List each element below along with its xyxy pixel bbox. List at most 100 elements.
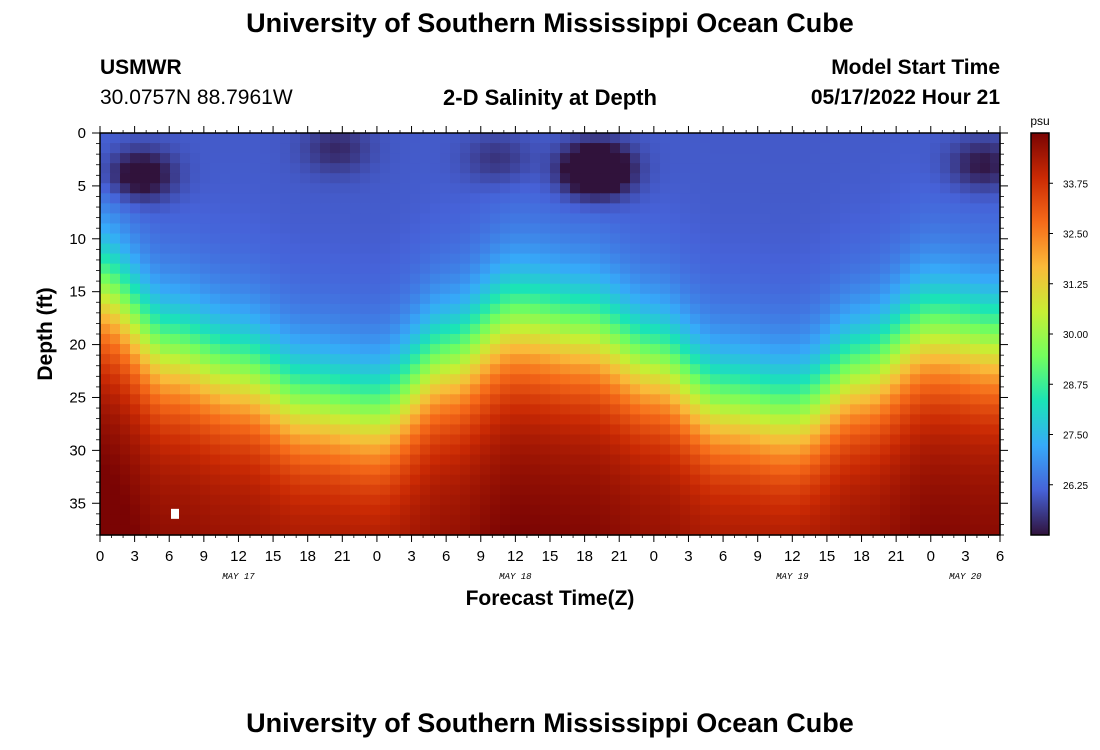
heatmap-cell xyxy=(970,414,981,426)
heatmap-cell xyxy=(700,223,711,235)
heatmap-cell xyxy=(990,504,1001,516)
heatmap-cell xyxy=(760,163,771,174)
heatmap-cell xyxy=(610,444,621,456)
heatmap-cell xyxy=(310,434,321,446)
heatmap-cell xyxy=(720,524,731,536)
heatmap-cell xyxy=(900,263,911,275)
heatmap-cell xyxy=(480,454,491,466)
heatmap-cell xyxy=(740,464,751,476)
heatmap-cell xyxy=(610,504,621,516)
heatmap-cell xyxy=(240,143,251,154)
heatmap-cell xyxy=(250,263,261,275)
heatmap-cell xyxy=(260,354,271,365)
heatmap-cell xyxy=(790,494,801,506)
heatmap-cell xyxy=(510,474,521,486)
heatmap-cell xyxy=(830,143,841,154)
heatmap-cell xyxy=(430,524,441,536)
heatmap-cell xyxy=(490,524,501,536)
heatmap-cell xyxy=(610,514,621,526)
heatmap-cell xyxy=(600,163,611,174)
heatmap-cell xyxy=(220,213,231,225)
heatmap-cell xyxy=(850,374,861,385)
heatmap-cell xyxy=(120,404,131,415)
heatmap-cell xyxy=(500,384,511,395)
heatmap-cell xyxy=(600,444,611,456)
heatmap-cell xyxy=(340,514,351,526)
heatmap-cell xyxy=(470,454,481,466)
heatmap-cell xyxy=(230,474,241,486)
heatmap-cell xyxy=(750,253,761,265)
heatmap-cell xyxy=(520,454,531,466)
heatmap-cell xyxy=(630,313,641,325)
colorbar-tick-label: 26.25 xyxy=(1063,481,1088,492)
heatmap-cell xyxy=(680,173,691,184)
heatmap-cell xyxy=(350,173,361,184)
heatmap-cell xyxy=(910,414,921,426)
heatmap-cell xyxy=(350,153,361,164)
heatmap-cell xyxy=(660,153,671,164)
heatmap-cell xyxy=(600,313,611,325)
heatmap-cell xyxy=(490,514,501,526)
heatmap-cell xyxy=(420,464,431,476)
heatmap-cell xyxy=(810,233,821,245)
heatmap-cell xyxy=(350,514,361,526)
heatmap-cell xyxy=(970,404,981,415)
heatmap-cell xyxy=(400,454,411,466)
heatmap-cell xyxy=(580,384,591,395)
heatmap-cell xyxy=(400,213,411,225)
heatmap-cell xyxy=(480,273,491,285)
heatmap-cell xyxy=(390,133,401,144)
heatmap-cell xyxy=(870,253,881,265)
heatmap-cell xyxy=(440,293,451,305)
heatmap-cell xyxy=(320,394,331,405)
heatmap-cell xyxy=(290,193,301,204)
heatmap-cell xyxy=(350,394,361,405)
heatmap-cell xyxy=(890,193,901,204)
heatmap-cell xyxy=(560,193,571,204)
heatmap-cell xyxy=(840,334,851,345)
heatmap-cell xyxy=(330,384,341,395)
heatmap-cell xyxy=(870,153,881,164)
heatmap-cell xyxy=(190,394,201,405)
heatmap-cell xyxy=(380,334,391,345)
heatmap-cell xyxy=(890,263,901,275)
heatmap-cell xyxy=(900,283,911,295)
heatmap-cell xyxy=(980,153,991,164)
heatmap-cell xyxy=(310,213,321,225)
heatmap-cell xyxy=(860,133,871,144)
heatmap-cell xyxy=(560,524,571,536)
heatmap-cell xyxy=(650,334,661,345)
heatmap-cell xyxy=(110,233,121,245)
heatmap-cell xyxy=(810,354,821,365)
heatmap-cell xyxy=(380,514,391,526)
heatmap-cell xyxy=(580,354,591,365)
heatmap-cell xyxy=(160,143,171,154)
heatmap-cell xyxy=(480,223,491,235)
heatmap-cell xyxy=(500,424,511,436)
day-label: MAY 18 xyxy=(499,572,532,582)
heatmap-cell xyxy=(380,434,391,446)
heatmap-cell xyxy=(610,183,621,194)
heatmap-cell xyxy=(310,404,321,415)
heatmap-cell xyxy=(450,404,461,415)
heatmap-cell xyxy=(840,374,851,385)
heatmap-cell xyxy=(780,344,791,355)
heatmap-cell xyxy=(330,323,341,335)
heatmap-cell xyxy=(470,133,481,144)
heatmap-cell xyxy=(180,414,191,426)
heatmap-cell xyxy=(330,253,341,265)
heatmap-cell xyxy=(530,484,541,496)
heatmap-cell xyxy=(370,394,381,405)
heatmap-cell xyxy=(100,213,111,225)
heatmap-cell xyxy=(130,313,141,325)
heatmap-cell xyxy=(930,263,941,275)
heatmap-cell xyxy=(520,273,531,285)
heatmap-cell xyxy=(340,434,351,446)
heatmap-cell xyxy=(760,233,771,245)
heatmap-cell xyxy=(350,203,361,214)
heatmap-cell xyxy=(960,303,971,315)
heatmap-cell xyxy=(160,213,171,225)
heatmap-cell xyxy=(180,374,191,385)
heatmap-cell xyxy=(970,494,981,506)
heatmap-cell xyxy=(150,163,161,174)
